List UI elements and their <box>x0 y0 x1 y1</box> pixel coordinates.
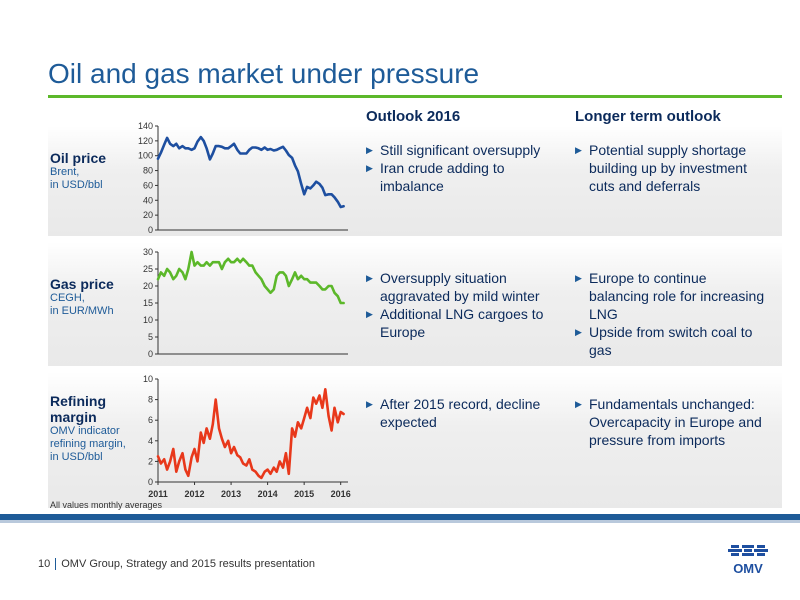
gas-price-label: Gas price CEGH, in EUR/MWh <box>50 276 114 318</box>
gas-outlook-bullet: Oversupply situation aggravated by mild … <box>366 269 571 305</box>
refining-series-line <box>156 387 345 480</box>
oil-outlook-bullet: Iran crude adding to imbalance <box>366 159 571 195</box>
gas-y-tick-label: 20 <box>143 281 153 291</box>
gas-y-tick-label: 5 <box>148 332 153 342</box>
refining-x-tick-label: 2016 <box>331 489 351 499</box>
refining-margin-title-line2: margin <box>50 409 97 425</box>
oil-y-tick-label: 60 <box>143 180 153 190</box>
gas-longer-bullet: Europe to continue balancing role for in… <box>575 269 765 323</box>
refining-y-tick-label: 4 <box>148 436 153 446</box>
longer-term-outlook-heading: Longer term outlook <box>575 108 721 125</box>
oil-y-tick-label: 140 <box>138 121 153 131</box>
gas-outlook-bullet: Additional LNG cargoes to Europe <box>366 305 571 341</box>
refining-x-tick-label: 2015 <box>294 489 314 499</box>
refining-longer-bullets: Fundamentals unchanged: Overcapacity in … <box>575 395 780 449</box>
refining-margin-subtitle-line3: in USD/bbl <box>50 451 103 463</box>
gas-series-line <box>156 250 345 305</box>
page-title: Oil and gas market under pressure <box>48 58 480 89</box>
oil-series-line <box>156 135 345 209</box>
footer-separator <box>55 558 57 571</box>
refining-margin-title-line1: Refining <box>50 393 106 409</box>
oil-y-tick-label: 0 <box>148 225 153 235</box>
title-divider <box>48 95 782 98</box>
gas-y-tick-label: 30 <box>143 247 153 257</box>
oil-y-tick-label: 100 <box>138 151 153 161</box>
footnote: All values monthly averages <box>50 500 163 510</box>
refining-x-tick-label: 2014 <box>258 489 278 499</box>
gas-y-tick-label: 10 <box>143 315 153 325</box>
footer-text: OMV Group, Strategy and 2015 results pre… <box>61 558 316 570</box>
refining-y-tick-label: 6 <box>148 415 153 425</box>
refining-y-tick-label: 8 <box>148 395 153 405</box>
oil-price-label: Oil price Brent, in USD/bbl <box>50 150 106 192</box>
gas-price-chart: 0 5 10 15 20 25 30 <box>143 247 348 359</box>
oil-outlook-bullets: Still significant oversupply Iran crude … <box>366 141 571 195</box>
refining-outlook-bullets: After 2015 record, decline expected <box>366 395 571 431</box>
oil-price-title: Oil price <box>50 150 107 166</box>
oil-longer-bullets: Potential supply shortage building up by… <box>575 141 775 195</box>
refining-longer-bullet: Fundamentals unchanged: Overcapacity in … <box>575 395 780 449</box>
refining-margin-subtitle-line2: refining margin, <box>50 438 126 450</box>
gas-price-subtitle-line1: CEGH, <box>50 292 85 304</box>
oil-y-tick-label: 80 <box>143 166 153 176</box>
gas-y-tick-label: 15 <box>143 298 153 308</box>
oil-longer-bullet: Potential supply shortage building up by… <box>575 141 775 195</box>
footer: 10 OMV Group, Strategy and 2015 results p… <box>38 558 316 571</box>
refining-x-tick-label: 2011 <box>148 489 168 499</box>
page-number: 10 <box>38 558 51 570</box>
oil-price-subtitle-line1: Brent, <box>50 166 80 178</box>
gas-y-tick-label: 0 <box>148 349 153 359</box>
oil-y-tick-label: 120 <box>138 136 153 146</box>
outlook-2016-heading: Outlook 2016 <box>366 108 461 125</box>
omv-logo-mark <box>728 545 768 556</box>
refining-margin-chart: 0 2 4 6 8 10 2011 2012 2013 2014 2015 2016 <box>143 374 351 499</box>
gas-price-title: Gas price <box>50 276 114 292</box>
gas-longer-bullets: Europe to continue balancing role for in… <box>575 269 765 359</box>
refining-x-tick-label: 2012 <box>185 489 205 499</box>
oil-outlook-bullet: Still significant oversupply <box>366 141 571 159</box>
refining-x-tick-label: 2013 <box>221 489 241 499</box>
footer-band <box>0 514 800 520</box>
refining-y-tick-label: 0 <box>148 477 153 487</box>
refining-margin-subtitle-line1: OMV indicator <box>50 425 120 437</box>
refining-outlook-bullet: After 2015 record, decline expected <box>366 395 571 431</box>
oil-price-chart: 0 20 40 60 80 100 120 140 <box>138 121 348 235</box>
gas-y-tick-label: 25 <box>143 264 153 274</box>
refining-y-tick-label: 10 <box>143 374 153 384</box>
gas-outlook-bullets: Oversupply situation aggravated by mild … <box>366 269 571 341</box>
refining-y-tick-label: 2 <box>148 456 153 466</box>
omv-logo-text: OMV <box>733 561 763 576</box>
footer-band-light <box>0 520 800 523</box>
gas-price-subtitle-line2: in EUR/MWh <box>50 305 114 317</box>
oil-y-tick-label: 20 <box>143 210 153 220</box>
refining-margin-label: Refining margin OMV indicator refining m… <box>50 393 126 464</box>
gas-longer-bullet: Upside from switch coal to gas <box>575 323 765 359</box>
omv-logo: OMV <box>728 545 768 576</box>
oil-price-subtitle-line2: in USD/bbl <box>50 179 103 191</box>
oil-y-tick-label: 40 <box>143 195 153 205</box>
